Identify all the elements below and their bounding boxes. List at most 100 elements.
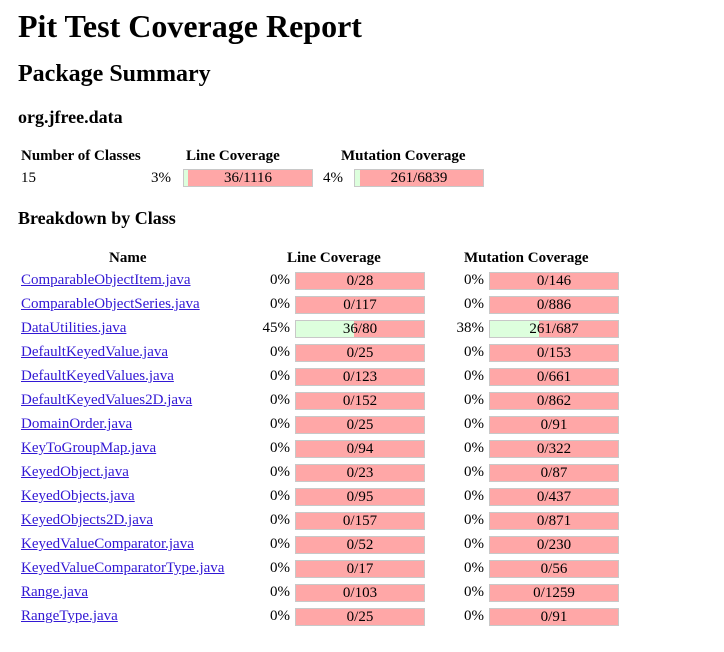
- mutation-coverage-bar: 0/87: [489, 464, 619, 482]
- line-coverage-bar: 0/95: [295, 488, 425, 506]
- mutation-coverage-percent: 0%: [464, 440, 484, 456]
- mutation-coverage-percent: 0%: [464, 416, 484, 432]
- line-coverage-bar: 0/103: [295, 584, 425, 602]
- line-coverage-bar: 0/52: [295, 536, 425, 554]
- mutation-coverage-percent: 0%: [464, 392, 484, 408]
- table-row: ComparableObjectSeries.java 0% 0/117 0% 0/88…: [18, 292, 638, 316]
- line-coverage-label: 0/52: [346, 537, 374, 553]
- table-row: Range.java 0% 0/103 0% 0/1259: [18, 580, 638, 604]
- table-row: KeyedValueComparatorType.java 0% 0/17 0% 0/5…: [18, 556, 638, 580]
- class-link[interactable]: ComparableObjectItem.java: [21, 272, 191, 288]
- header-class-line-coverage: Line Coverage: [287, 250, 381, 266]
- mutation-coverage-percent: 0%: [464, 368, 484, 384]
- line-coverage-label: 0/103: [342, 585, 378, 601]
- report-title: Pit Test Coverage Report: [18, 8, 362, 44]
- mutation-coverage-bar: 0/886: [489, 296, 619, 314]
- mutation-coverage-label: 0/661: [536, 369, 572, 385]
- mutation-coverage-label: 0/322: [536, 441, 572, 457]
- line-coverage-bar: 0/94: [295, 440, 425, 458]
- table-row: DefaultKeyedValue.java 0% 0/25 0% 0/153: [18, 340, 638, 364]
- mutation-coverage-bar: 0/871: [489, 512, 619, 530]
- line-coverage-bar: 0/25: [295, 344, 425, 362]
- line-coverage-percent: 0%: [270, 272, 290, 288]
- table-row: KeyedValueComparator.java 0% 0/52 0% 0/230: [18, 532, 638, 556]
- mutation-coverage-bar: 0/661: [489, 368, 619, 386]
- mutation-coverage-bar: 0/56: [489, 560, 619, 578]
- line-coverage-label: 0/25: [346, 345, 374, 361]
- line-coverage-label: 0/157: [342, 513, 378, 529]
- line-coverage-bar: 0/117: [295, 296, 425, 314]
- line-coverage-percent: 45%: [262, 320, 291, 336]
- class-link[interactable]: KeyedValueComparatorType.java: [21, 560, 225, 576]
- line-coverage-percent: 0%: [270, 296, 290, 312]
- summary-mutation-coverage-bar: 261/6839: [354, 169, 484, 187]
- mutation-coverage-bar: 0/146: [489, 272, 619, 290]
- class-link[interactable]: DefaultKeyedValue.java: [21, 344, 169, 360]
- mutation-coverage-percent: 0%: [464, 608, 484, 624]
- class-link[interactable]: KeyedObject.java: [21, 464, 129, 480]
- table-row: DefaultKeyedValues.java 0% 0/123 0% 0/661: [18, 364, 638, 388]
- line-coverage-label: 0/25: [346, 417, 374, 433]
- mutation-coverage-percent: 0%: [464, 512, 484, 528]
- class-link[interactable]: KeyToGroupMap.java: [21, 440, 157, 456]
- mutation-coverage-label: 0/146: [536, 273, 572, 289]
- table-row: KeyedObjects2D.java 0% 0/157 0% 0/871: [18, 508, 638, 532]
- summary-line-coverage-fill: [184, 170, 188, 186]
- line-coverage-label: 0/17: [346, 561, 374, 577]
- package-summary-heading: Package Summary: [18, 61, 211, 87]
- mutation-coverage-label: 0/87: [540, 465, 568, 481]
- mutation-coverage-bar: 0/862: [489, 392, 619, 410]
- class-link[interactable]: DomainOrder.java: [21, 416, 133, 432]
- mutation-coverage-bar: 0/322: [489, 440, 619, 458]
- table-row: DomainOrder.java 0% 0/25 0% 0/91: [18, 412, 638, 436]
- mutation-coverage-bar: 0/230: [489, 536, 619, 554]
- line-coverage-label: 0/28: [346, 273, 374, 289]
- mutation-coverage-bar: 0/153: [489, 344, 619, 362]
- mutation-coverage-label: 0/91: [540, 609, 568, 625]
- line-coverage-bar: 0/28: [295, 272, 425, 290]
- line-coverage-percent: 0%: [270, 464, 290, 480]
- summary-mutation-coverage-label: 261/6839: [390, 170, 448, 186]
- class-link[interactable]: Range.java: [21, 584, 89, 600]
- class-link[interactable]: KeyedObjects2D.java: [21, 512, 154, 528]
- report-page: Pit Test Coverage Report Package Summary…: [0, 0, 724, 626]
- class-link[interactable]: RangeType.java: [21, 608, 118, 624]
- mutation-coverage-label: 0/91: [540, 417, 568, 433]
- class-link[interactable]: DataUtilities.java: [21, 320, 127, 336]
- line-coverage-label: 0/123: [342, 369, 378, 385]
- mutation-coverage-label: 0/153: [536, 345, 572, 361]
- class-link[interactable]: DefaultKeyedValues.java: [21, 368, 174, 384]
- line-coverage-bar: 0/157: [295, 512, 425, 530]
- summary-mutation-percent: 4%: [323, 170, 343, 186]
- mutation-coverage-bar: 0/91: [489, 416, 619, 434]
- summary-line-percent: 3%: [151, 170, 171, 186]
- mutation-coverage-bar: 261/687: [489, 320, 619, 338]
- line-coverage-percent: 0%: [270, 584, 290, 600]
- mutation-coverage-percent: 0%: [464, 344, 484, 360]
- class-link[interactable]: KeyedObjects.java: [21, 488, 135, 504]
- line-coverage-bar: 0/23: [295, 464, 425, 482]
- table-row: KeyedObject.java 0% 0/23 0% 0/87: [18, 460, 638, 484]
- class-link[interactable]: DefaultKeyedValues2D.java: [21, 392, 193, 408]
- breakdown-heading: Breakdown by Class: [18, 208, 176, 228]
- table-row: DefaultKeyedValues2D.java 0% 0/152 0% 0/862: [18, 388, 638, 412]
- mutation-coverage-percent: 0%: [464, 272, 484, 288]
- mutation-coverage-percent: 0%: [464, 488, 484, 504]
- table-row: KeyToGroupMap.java 0% 0/94 0% 0/322: [18, 436, 638, 460]
- class-link[interactable]: ComparableObjectSeries.java: [21, 296, 200, 312]
- summary-line-coverage-bar: 36/1116: [183, 169, 313, 187]
- table-row: KeyedObjects.java 0% 0/95 0% 0/437: [18, 484, 638, 508]
- class-link[interactable]: KeyedValueComparator.java: [21, 536, 194, 552]
- mutation-coverage-label: 0/871: [536, 513, 572, 529]
- line-coverage-label: 0/95: [346, 489, 374, 505]
- header-number-of-classes: Number of Classes: [21, 148, 141, 164]
- header-line-coverage: Line Coverage: [186, 148, 280, 164]
- line-coverage-label: 0/152: [342, 393, 378, 409]
- mutation-coverage-percent: 0%: [464, 584, 484, 600]
- line-coverage-percent: 0%: [270, 512, 290, 528]
- line-coverage-percent: 0%: [270, 608, 290, 624]
- line-coverage-label: 0/117: [343, 297, 377, 313]
- mutation-coverage-percent: 38%: [456, 320, 485, 336]
- mutation-coverage-fill: [490, 321, 539, 337]
- line-coverage-bar: 0/123: [295, 368, 425, 386]
